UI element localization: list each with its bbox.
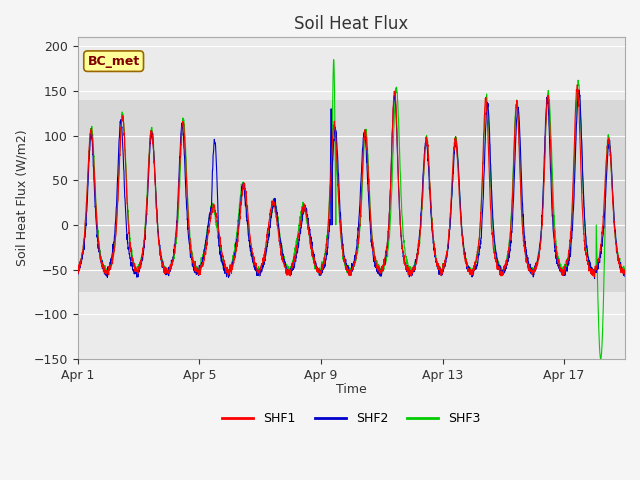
SHF1 [550,228,558,234]
Y-axis label: Soil Heat Flux (W/m2): Soil Heat Flux (W/m2) [15,130,28,266]
X-axis label: Time: Time [336,383,367,396]
SHF1 [127,249,134,254]
SHF1 [160,265,168,271]
SHF2 [273,208,280,214]
SHF2 [621,274,629,279]
Line: SHF1: SHF1 [77,85,625,277]
SHF3 [621,270,629,276]
SHF3 [195,270,203,276]
SHF2 [74,272,81,278]
SHF1 [573,82,581,88]
SHF1 [273,214,280,220]
Legend: SHF1, SHF2, SHF3: SHF1, SHF2, SHF3 [217,407,486,430]
SHF3 [74,266,81,272]
SHF2 [550,237,558,243]
Text: BC_met: BC_met [88,55,140,68]
SHF2 [127,258,134,264]
SHF1 [195,272,203,277]
Line: SHF2: SHF2 [77,90,625,278]
Title: Soil Heat Flux: Soil Heat Flux [294,15,408,33]
SHF3 [160,264,168,270]
SHF2 [575,87,582,93]
Bar [77,100,625,292]
SHF1 [74,268,81,274]
SHF3 [597,356,605,362]
SHF1 [591,274,598,280]
SHF3 [330,57,337,62]
SHF2 [195,270,203,276]
Line: SHF3: SHF3 [77,60,625,359]
SHF3 [273,205,280,211]
SHF2 [591,276,598,281]
SHF2 [160,266,168,272]
SHF3 [550,218,558,224]
SHF3 [127,244,134,250]
SHF3 [369,240,376,246]
SHF1 [621,271,629,276]
SHF2 [369,243,376,249]
SHF1 [369,239,376,245]
